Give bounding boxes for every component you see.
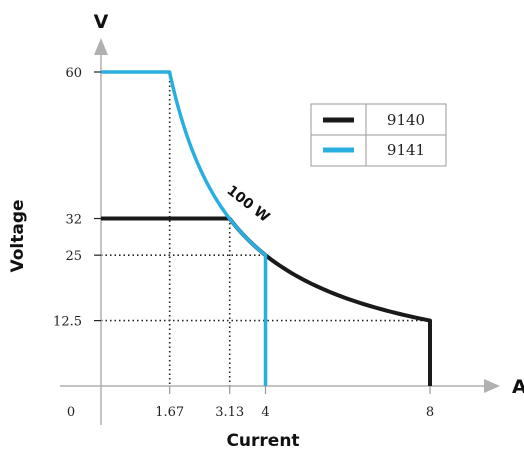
- tick-labels: 12.5 25 32 60 1.67 3.13 4 8: [53, 66, 434, 420]
- y-axis-unit: V: [94, 11, 109, 33]
- axes: [60, 38, 500, 425]
- x-axis-unit: A: [512, 376, 524, 398]
- y-tick-label-60: 60: [65, 66, 82, 81]
- x-axis-title: Current: [226, 431, 299, 451]
- y-tick-label-32: 32: [65, 213, 82, 228]
- series-line-9141: [101, 70, 268, 386]
- y-tick-label-25: 25: [65, 249, 82, 264]
- y-tick-label-12.5: 12.5: [53, 315, 82, 330]
- y-axis-arrow: [94, 38, 108, 55]
- y-axis-title: Voltage: [8, 199, 28, 272]
- x-tick-label-4: 4: [261, 405, 269, 420]
- x-axis-arrow: [484, 379, 500, 393]
- x-tick-label-8: 8: [426, 405, 434, 420]
- series-group: [101, 70, 432, 386]
- x-tick-label-3.13: 3.13: [215, 405, 244, 420]
- legend-label-9140: 9140: [387, 111, 425, 129]
- legend: 9140 9141: [310, 103, 447, 167]
- x-tick-label-1.67: 1.67: [155, 405, 184, 420]
- legend-label-9141: 9141: [387, 141, 425, 159]
- origin-label: 0: [67, 405, 75, 420]
